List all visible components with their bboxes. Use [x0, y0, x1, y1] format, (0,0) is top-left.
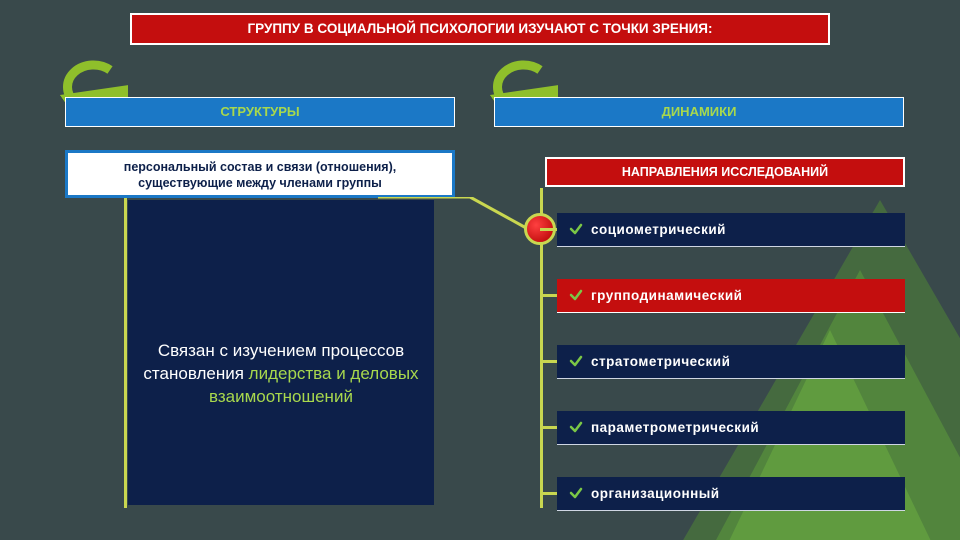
slide-title: ГРУППУ В СОЦИАЛЬНОЙ ПСИХОЛОГИИ ИЗУЧАЮТ С…	[130, 13, 830, 45]
direction-item-label: параметрометрический	[591, 420, 759, 435]
direction-item: групподинамический	[557, 279, 905, 313]
direction-item: стратометрический	[557, 345, 905, 379]
check-icon	[569, 222, 583, 236]
direction-item: параметрометрический	[557, 411, 905, 445]
directions-header: НАПРАВЛЕНИЯ ИССЛЕДОВАНИЙ	[545, 157, 905, 187]
direction-item-label: стратометрический	[591, 354, 730, 369]
direction-item: организационный	[557, 477, 905, 511]
guide-line	[124, 198, 127, 508]
explanation-panel: Связан с изучением процессов становления…	[128, 200, 434, 505]
direction-item: социометрический	[557, 213, 905, 247]
guide-stub	[540, 294, 557, 297]
direction-item-label: социометрический	[591, 222, 726, 237]
structure-description: персональный состав и связи (отношения),…	[65, 150, 455, 198]
category-dynamics: ДИНАМИКИ	[494, 97, 904, 127]
check-icon	[569, 420, 583, 434]
category-structure: СТРУКТУРЫ	[65, 97, 455, 127]
guide-stub	[540, 492, 557, 495]
direction-item-label: групподинамический	[591, 288, 742, 303]
check-icon	[569, 486, 583, 500]
guide-stub	[540, 426, 557, 429]
check-icon	[569, 288, 583, 302]
check-icon	[569, 354, 583, 368]
guide-stub	[540, 228, 557, 231]
direction-item-label: организационный	[591, 486, 720, 501]
guide-stub	[540, 360, 557, 363]
